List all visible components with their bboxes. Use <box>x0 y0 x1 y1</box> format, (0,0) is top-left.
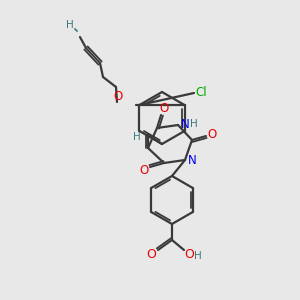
Text: N: N <box>188 154 196 167</box>
Text: H: H <box>194 251 202 261</box>
Text: Cl: Cl <box>195 86 207 100</box>
Text: H: H <box>133 132 141 142</box>
Text: O: O <box>159 103 169 116</box>
Text: H: H <box>66 20 74 30</box>
Text: H: H <box>190 119 198 129</box>
Text: O: O <box>207 128 217 140</box>
Text: O: O <box>184 248 194 262</box>
Text: O: O <box>140 164 148 176</box>
Text: O: O <box>113 91 123 103</box>
Text: O: O <box>146 248 156 262</box>
Text: N: N <box>181 118 189 130</box>
